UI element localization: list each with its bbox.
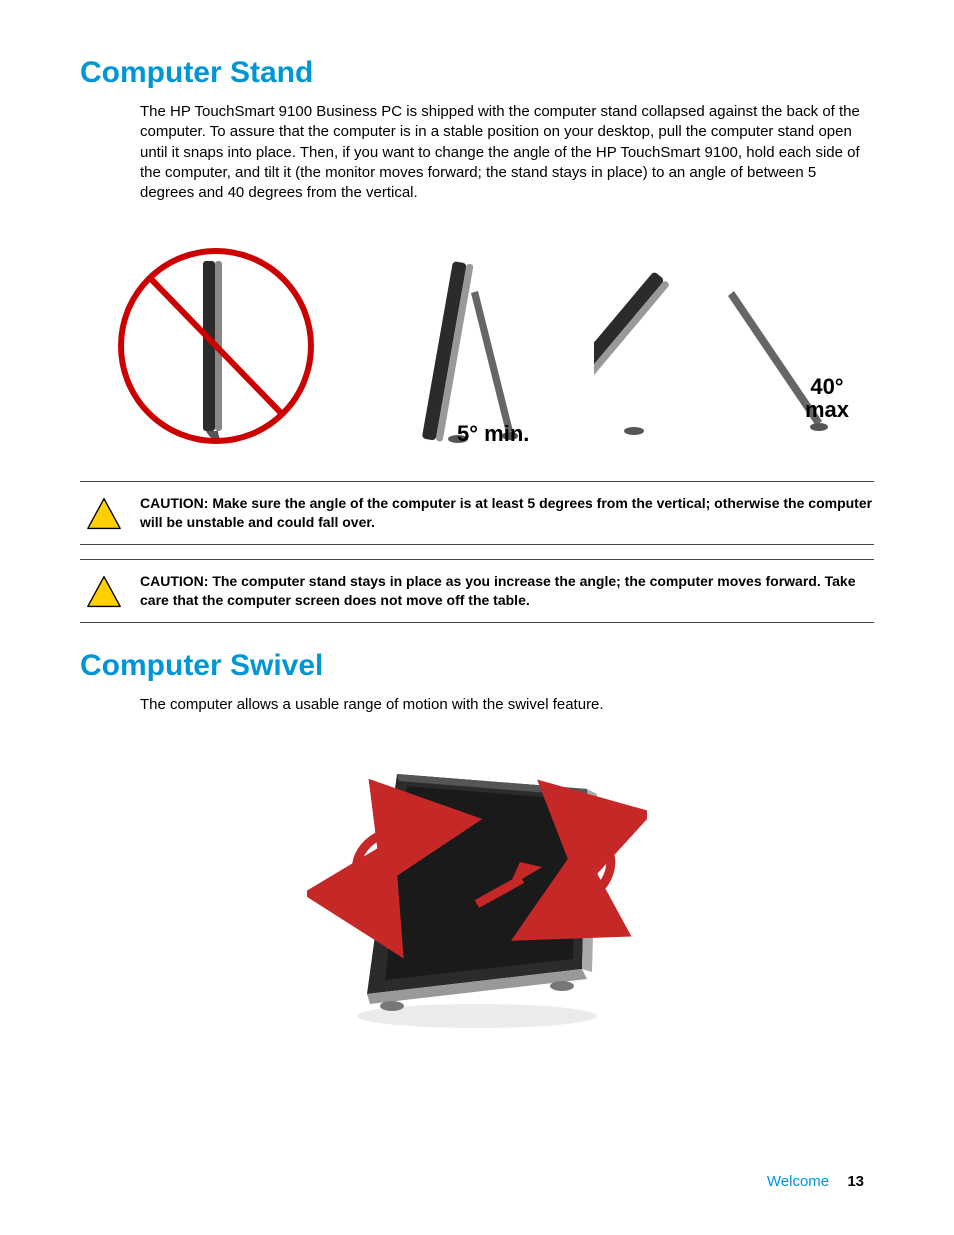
stand-diagram-row: 5° min. 40° max	[80, 221, 874, 451]
diagram-stand-min: 5° min.	[342, 231, 594, 451]
heading-computer-stand: Computer Stand	[80, 56, 874, 90]
paragraph-swivel: The computer allows a usable range of mo…	[140, 695, 874, 715]
caution-box-2: CAUTION: The computer stand stays in pla…	[80, 559, 874, 623]
caution-msg-1: Make sure the angle of the computer is a…	[140, 495, 872, 530]
label-angle-max-bottom: max	[805, 398, 849, 421]
footer-section: Welcome	[767, 1173, 829, 1190]
caution-box-1: CAUTION: Make sure the angle of the comp…	[80, 481, 874, 545]
label-angle-max-top: 40°	[805, 375, 849, 398]
paragraph-stand: The HP TouchSmart 9100 Business PC is sh…	[140, 102, 874, 203]
caution-icon	[86, 574, 122, 610]
caution-text-1: CAUTION: Make sure the angle of the comp…	[140, 494, 874, 532]
diagram-stand-prohibited	[90, 231, 342, 451]
diagram-stand-max: 40° max	[594, 231, 864, 451]
label-angle-min: 5° min.	[457, 422, 529, 445]
caution-label-2: CAUTION:	[140, 573, 208, 589]
swivel-diagram	[80, 734, 874, 1034]
page-footer: Welcome 13	[767, 1173, 864, 1190]
caution-icon	[86, 496, 122, 532]
caution-label-1: CAUTION:	[140, 495, 208, 511]
caution-text-2: CAUTION: The computer stand stays in pla…	[140, 572, 874, 610]
heading-computer-swivel: Computer Swivel	[80, 649, 874, 683]
footer-page-number: 13	[847, 1173, 864, 1190]
caution-msg-2: The computer stand stays in place as you…	[140, 573, 856, 608]
